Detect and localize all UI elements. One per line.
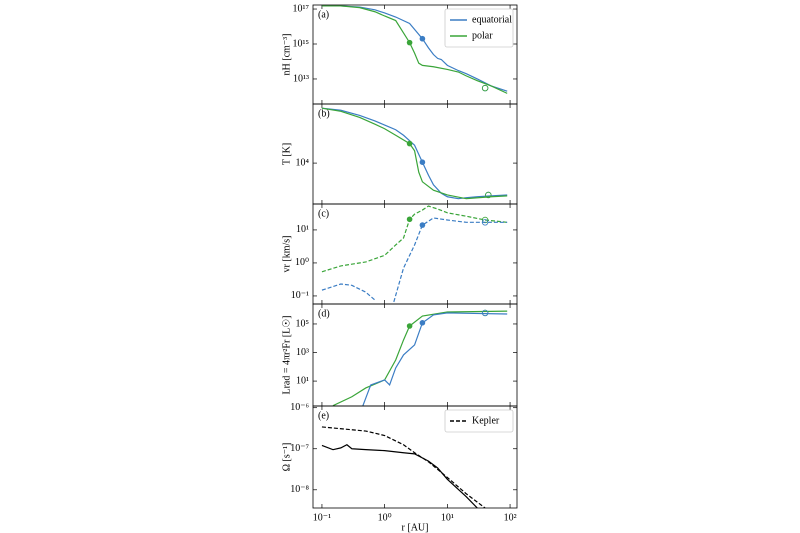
- open-marker: [481, 309, 489, 317]
- marker: [419, 159, 426, 165]
- y-tick-label: 10³: [296, 347, 309, 358]
- y-tick-label: 10¹⁷: [293, 3, 310, 14]
- plot-area: [321, 5, 508, 94]
- y-tick-label: 10⁻⁸: [290, 484, 309, 495]
- x-tick-label: 10²: [504, 512, 517, 523]
- series-line: [321, 444, 478, 508]
- y-axis-label: Ω [s⁻¹]: [281, 443, 292, 472]
- y-axis-label: Lrad = 4πr²Fr [L☉]: [281, 315, 292, 394]
- series-line: [321, 426, 486, 508]
- axes-frame: [312, 303, 518, 407]
- series-line: [362, 312, 508, 406]
- series-line: [321, 107, 508, 200]
- panel-label: (a): [318, 9, 329, 20]
- legend-box: [444, 8, 514, 48]
- legend-label: polar: [472, 30, 493, 41]
- x-tick-label: 10¹: [441, 512, 454, 523]
- open-marker: [481, 219, 489, 226]
- y-tick-label: 10⁰: [295, 257, 309, 268]
- panel-label: (e): [318, 410, 329, 421]
- x-tick-label: 10⁻¹: [313, 512, 331, 523]
- panel: 10⁻¹ 10⁰ 10¹ vr [km/s] (c): [281, 203, 518, 305]
- legend-label: equatorial: [472, 14, 512, 25]
- y-tick-label: 10⁻⁷: [290, 443, 309, 454]
- plot-area: [321, 205, 508, 303]
- y-tick-label: 10⁻⁶: [290, 402, 309, 413]
- marker: [419, 222, 426, 228]
- y-tick-label: 10⁴: [296, 157, 310, 168]
- marker: [419, 35, 426, 42]
- legend-box: [444, 409, 514, 433]
- panel: 10¹³ 10¹⁵ 10¹⁷ nH [cm⁻³] (a) equatorial polar: [281, 3, 518, 105]
- y-tick-label: 10¹: [296, 224, 309, 235]
- plot-area: [321, 107, 508, 200]
- x-tick-label: 10⁰: [378, 512, 392, 523]
- marker: [406, 216, 413, 223]
- series-line: [321, 5, 508, 94]
- y-tick-label: 10¹³: [293, 73, 309, 84]
- panel: 10⁻⁸ 10⁻⁷ 10⁻⁶ 10⁻¹ 10⁰ 10¹ 10² r [AU] Ω [s⁻¹] (e…: [281, 402, 518, 533]
- y-tick-label: 10¹⁵: [293, 38, 309, 49]
- y-tick-label: 10¹: [296, 375, 309, 386]
- panel: 10¹ 10³ 10⁵ Lrad = 4πr²Fr [L☉] (d): [281, 303, 518, 407]
- plot-area: [321, 426, 486, 508]
- y-tick-label: 10⁵: [296, 318, 310, 329]
- panel-label: (b): [318, 108, 330, 119]
- panel-label: (c): [318, 208, 329, 219]
- marker: [406, 140, 413, 147]
- series-line: [321, 217, 508, 303]
- plot-area: [332, 309, 508, 406]
- series-line: [332, 310, 508, 406]
- marker: [419, 320, 426, 326]
- series-line: [321, 5, 508, 92]
- series-line: [321, 107, 508, 200]
- marker: [406, 323, 413, 329]
- legend-label: Kepler: [472, 415, 500, 426]
- y-axis-label: vr [km/s]: [281, 236, 292, 273]
- panel-label: (d): [318, 308, 330, 319]
- axes-frame: [312, 405, 518, 509]
- open-marker: [485, 191, 492, 199]
- y-axis-label: nH [cm⁻³]: [281, 34, 292, 76]
- axes-frame: [312, 203, 518, 305]
- panel: 10⁴ T [K] (b): [281, 103, 518, 205]
- series-line: [321, 205, 508, 273]
- x-axis-label: r [AU]: [402, 522, 429, 533]
- marker: [406, 39, 413, 46]
- y-tick-label: 10⁻¹: [291, 290, 309, 301]
- open-marker: [481, 84, 489, 92]
- y-axis-label: T [K]: [281, 143, 292, 165]
